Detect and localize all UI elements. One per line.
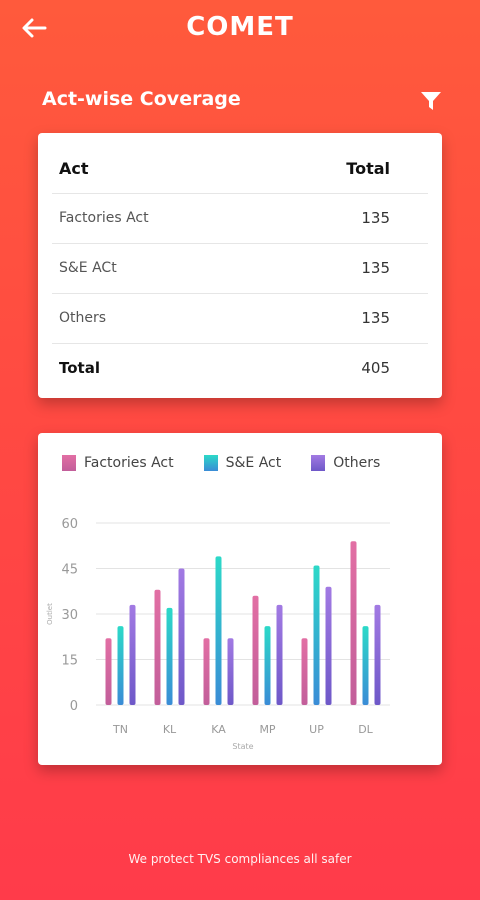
legend-label: S&E Act [225,455,282,471]
row-act: Factories Act [59,210,149,226]
bar-factories-dl [350,541,357,705]
bar-others-tn [129,604,136,705]
top-app-bar: COMET [0,0,480,56]
bar-others-ka [227,638,234,705]
app-title: COMET [186,12,294,42]
y-axis-label: Outlet [46,603,54,625]
total-value: 405 [361,359,390,377]
chart-legend: Factories Act S&E Act Others [62,451,432,475]
bar-others-dl [374,604,381,705]
y-tick-label: 45 [61,563,78,578]
bar-se-ka [215,556,222,705]
filter-icon[interactable] [418,88,444,114]
x-tick-label: KL [163,723,177,736]
bar-se-kl [166,607,173,705]
x-tick-label: DL [358,723,373,736]
bar-se-dl [362,626,369,705]
table-row: Others 135 [52,293,428,344]
header-act: Act [59,158,89,178]
table-total-row: Total 405 [52,343,428,393]
x-tick-label: MP [259,723,275,736]
row-total: 135 [361,209,390,227]
bar-others-up [325,586,332,705]
row-act: Others [59,310,107,326]
section-title: Act-wise Coverage [42,88,241,110]
x-tick-label: TN [112,723,128,736]
legend-item-se[interactable]: S&E Act [203,455,282,471]
header-total: Total [346,158,390,178]
coverage-chart-card: Factories Act S&E Act Others 0 15 30 45 60 Ou… [38,433,442,765]
bar-se-up [313,565,320,705]
back-arrow-icon[interactable] [18,12,50,44]
y-tick-label: 30 [61,608,78,623]
footer-tagline: We protect TVS compliances all safer [128,852,352,866]
bar-others-mp [276,604,283,705]
row-total: 135 [361,259,390,277]
x-axis-label: State [232,742,253,751]
bar-se-tn [117,626,124,705]
row-act: S&E ACt [59,260,117,276]
bar-factories-kl [154,589,161,705]
bar-factories-tn [105,638,112,705]
legend-label: Factories Act [84,455,174,471]
y-tick-label: 60 [61,517,78,532]
bar-se-mp [264,626,271,705]
legend-label: Others [333,455,381,471]
legend-swatch-se [203,455,218,471]
bar-factories-up [301,638,308,705]
legend-swatch-factories [62,455,76,471]
y-tick-label: 0 [70,699,78,714]
legend-item-others[interactable]: Others [311,455,380,471]
table-row: S&E ACt 135 [52,243,428,294]
bar-others-kl [178,568,185,705]
y-tick-label: 15 [61,654,78,669]
x-tick-label: UP [309,723,324,736]
x-tick-label: KA [211,723,226,736]
legend-item-factories[interactable]: Factories Act [62,455,174,471]
table-row: Factories Act 135 [52,193,428,244]
table-header-row: Act Total [52,143,428,194]
row-total: 135 [361,309,390,327]
total-label: Total [59,359,100,377]
coverage-table-card: Act Total Factories Act 135 S&E ACt 135 … [38,133,442,398]
bar-factories-ka [203,638,210,705]
bar-factories-mp [252,595,259,705]
bar-chart: 0 15 30 45 60 Outlet TN KL KA MP UP DL State [46,517,390,751]
legend-swatch-others [311,455,326,471]
